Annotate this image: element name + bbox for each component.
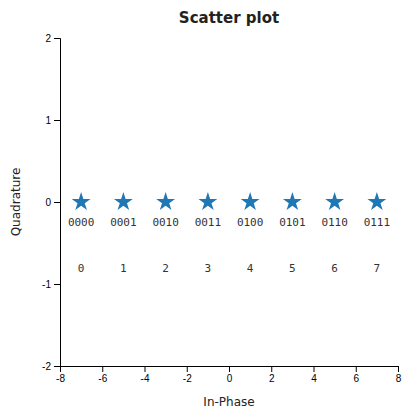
x-tick-mark xyxy=(398,366,399,372)
annotation: 5 xyxy=(289,262,296,275)
annotation: 7 xyxy=(374,262,381,275)
x-tick: 0 xyxy=(227,366,233,384)
x-tick: 2 xyxy=(269,366,275,384)
x-tick: -2 xyxy=(183,366,192,384)
y-tick-label: 0 xyxy=(45,197,51,208)
y-tick: 0 xyxy=(45,197,60,208)
annotation: 0101 xyxy=(279,216,306,229)
x-tick-mark xyxy=(356,366,357,372)
y-tick-label: -1 xyxy=(42,279,51,290)
y-tick: -2 xyxy=(42,361,60,372)
plot-area xyxy=(72,192,387,210)
y-tick: 2 xyxy=(45,33,60,44)
y-tick: 1 xyxy=(45,115,60,126)
x-tick-label: -2 xyxy=(183,373,192,384)
point xyxy=(367,192,386,210)
annotation: 4 xyxy=(247,262,254,275)
x-tick-label: -4 xyxy=(141,373,150,384)
x-tick: -8 xyxy=(56,366,65,384)
x-tick: 4 xyxy=(311,366,317,384)
annotation: 0 xyxy=(78,262,85,275)
annotation: 0001 xyxy=(110,216,137,229)
annotation: 6 xyxy=(331,262,338,275)
y-axis-title: Quadrature xyxy=(9,168,23,237)
x-tick-label: 4 xyxy=(311,373,317,384)
x-tick-mark xyxy=(229,366,230,372)
chart: -8-6-4-202468-2-101200000001001000110100… xyxy=(0,0,420,420)
point xyxy=(156,192,175,210)
annotation: 1 xyxy=(120,262,127,275)
x-tick-mark xyxy=(102,366,103,372)
x-tick-label: -8 xyxy=(56,373,65,384)
x-tick-label: 6 xyxy=(353,373,359,384)
annotation: 0111 xyxy=(364,216,391,229)
point xyxy=(198,192,217,210)
point xyxy=(241,192,260,210)
annotation: 0010 xyxy=(152,216,179,229)
title: Scatter plot xyxy=(179,9,279,27)
x-tick: -4 xyxy=(141,366,150,384)
y-axis: -2 -1 0 1 2 xyxy=(42,33,60,372)
y-tick-label: 1 xyxy=(45,115,51,126)
point xyxy=(325,192,344,210)
annotation: 3 xyxy=(205,262,212,275)
y-tick-label: -2 xyxy=(42,361,51,372)
x-tick-mark xyxy=(271,366,272,372)
point xyxy=(114,192,133,210)
x-tick-label: 8 xyxy=(396,373,402,384)
x-tick-mark xyxy=(187,366,188,372)
x-axis: -8 -6 -4 -2 0 2 4 6 8 xyxy=(56,366,402,384)
annotation: 0011 xyxy=(195,216,222,229)
x-tick-mark xyxy=(145,366,146,372)
x-tick-label: 0 xyxy=(227,373,233,384)
y-tick-mark xyxy=(54,120,60,121)
y-axis-line xyxy=(54,39,61,367)
y-tick: -1 xyxy=(42,279,60,290)
y-tick-mark xyxy=(54,38,60,39)
annotation: 0000 xyxy=(68,216,95,229)
annotations: 0000 0001 0010 0011 0100 0101 0110 0111 0 1 2 3 4 5 6 7 xyxy=(68,216,390,274)
annotation: 0110 xyxy=(321,216,348,229)
annotation: 2 xyxy=(162,262,169,275)
point xyxy=(283,192,302,210)
annotation: 0100 xyxy=(237,216,264,229)
y-tick-label: 2 xyxy=(45,33,51,44)
x-tick: 6 xyxy=(353,366,359,384)
x-tick-mark xyxy=(314,366,315,372)
point xyxy=(72,192,91,210)
x-axis-title: In-Phase xyxy=(203,395,254,409)
y-tick-mark xyxy=(54,284,60,285)
x-axis-line xyxy=(61,367,399,373)
y-tick-mark xyxy=(54,366,60,367)
x-tick-label: 2 xyxy=(269,373,275,384)
x-tick-label: -6 xyxy=(98,373,107,384)
y-tick-mark xyxy=(54,202,60,203)
x-tick: 8 xyxy=(396,366,402,384)
x-tick: -6 xyxy=(98,366,107,384)
